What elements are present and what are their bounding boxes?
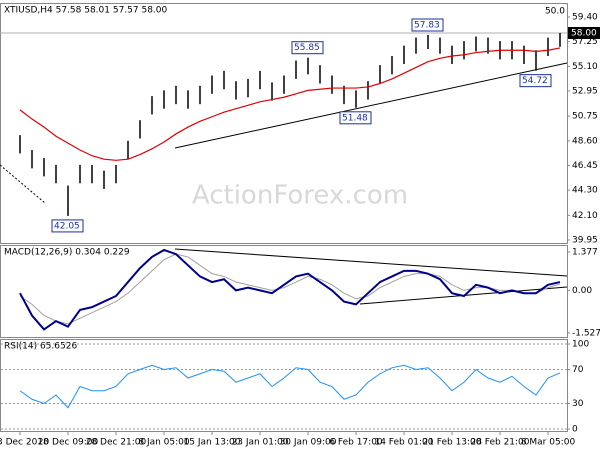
y-tick-label: 55.10 xyxy=(572,62,598,72)
x-tick-label: 15 Jan 13:00 xyxy=(184,438,241,448)
price-title: XTIUSD,H4 57.58 58.01 57.57 58.00 xyxy=(4,6,168,16)
y-tick-label: 59.40 xyxy=(572,13,598,23)
rsi-panel xyxy=(0,339,568,432)
y-tick-label: -1.527 xyxy=(572,329,600,339)
annotation: 57.83 xyxy=(414,21,440,31)
x-tick-label: 6 Feb 17:00 xyxy=(329,438,383,448)
line xyxy=(19,47,561,161)
macd-panel xyxy=(0,245,568,338)
y-tick-label: 70 xyxy=(572,365,584,375)
line xyxy=(19,364,561,409)
x-tick-label: 13 Dec 2018 xyxy=(0,438,49,448)
annotation: 51.48 xyxy=(342,113,368,123)
x-tick-label: 28 Feb 21:00 xyxy=(470,438,529,448)
y-tick-label: 1.377 xyxy=(572,248,598,258)
trend-line xyxy=(0,164,46,204)
annotation: 42.05 xyxy=(54,221,80,231)
y-tick-label: 57.25 xyxy=(572,37,598,47)
x-tick-label: 8 Jan 05:00 xyxy=(138,438,190,448)
line xyxy=(19,248,561,331)
y-tick-label: 39.95 xyxy=(572,236,598,246)
trend-line xyxy=(174,248,568,277)
annotation: 55.85 xyxy=(294,43,320,53)
price-panel xyxy=(0,3,568,244)
x-tick-label: 20 Dec 09:00 xyxy=(38,438,99,448)
y-tick-label: 0 xyxy=(572,425,578,435)
x-tick-label: 21 Feb 13:00 xyxy=(422,438,481,448)
x-tick-label: 30 Jan 09:00 xyxy=(280,438,337,448)
y-tick-label: 52.95 xyxy=(572,86,598,96)
x-tick-label: 23 Jan 01:00 xyxy=(232,438,289,448)
corner-label: 50.0 xyxy=(545,7,565,17)
trend-line xyxy=(174,62,568,149)
y-tick-label: 42.10 xyxy=(572,211,598,221)
y-tick-label: 46.45 xyxy=(572,161,598,171)
annotation-box xyxy=(339,111,372,125)
watermark: ActionForex.com xyxy=(192,181,408,211)
x-tick-label: 14 Feb 01:00 xyxy=(374,438,433,448)
y-tick-label: 30 xyxy=(572,399,584,409)
y-tick-label: 100 xyxy=(572,340,589,350)
y-tick-label: 50.75 xyxy=(572,112,598,122)
y-tick-label: 48.60 xyxy=(572,136,598,146)
last-price: 58.00 xyxy=(571,29,597,39)
last-price-box xyxy=(568,27,600,39)
y-tick-label: 0.00 xyxy=(572,286,592,296)
annotation-box xyxy=(519,74,552,88)
macd-title: MACD(12,26,9) 0.304 0.229 xyxy=(4,248,130,258)
y-tick-label: 44.30 xyxy=(572,186,598,196)
annotation-box xyxy=(291,41,324,55)
annotation-box xyxy=(411,18,444,32)
line xyxy=(19,253,561,325)
rsi-title: RSI(14) 65.6526 xyxy=(4,342,77,352)
x-tick-label: 28 Dec 21:00 xyxy=(86,438,147,448)
x-tick-label: 8 Mar 05:00 xyxy=(521,438,576,448)
annotation: 54.72 xyxy=(522,76,548,86)
annotation-box xyxy=(51,219,84,233)
